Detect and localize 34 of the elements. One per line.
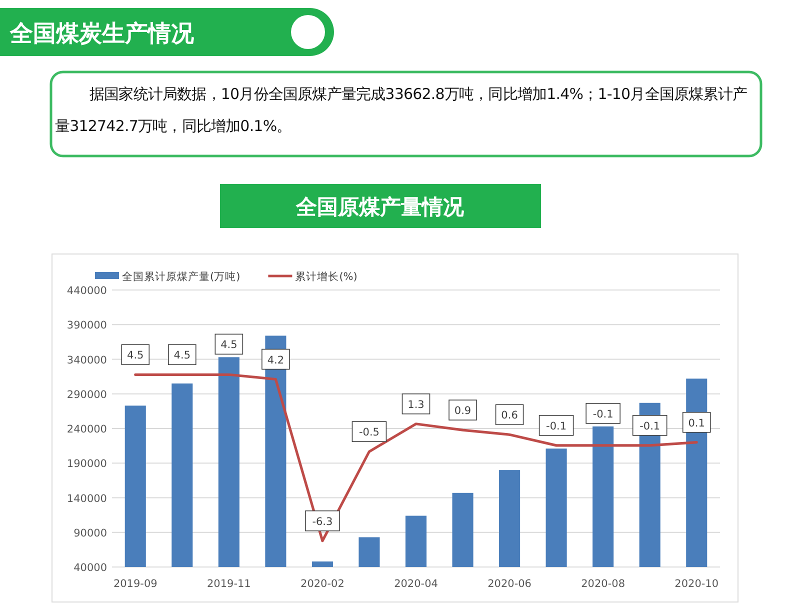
text: 全国煤炭生产情况 — [9, 21, 195, 47]
x-tick-label: 2020-04 — [394, 578, 438, 590]
x-tick-label: 2020-06 — [488, 578, 532, 590]
y-tick-label: 40000 — [74, 562, 107, 574]
data-label: 1.3 — [408, 398, 424, 411]
x-tick-label: 2019-11 — [206, 578, 251, 590]
data-label: 0.9 — [454, 405, 472, 418]
y-tick-label: 390000 — [66, 320, 107, 332]
legend-label: 全国累计原煤产量(万吨) — [122, 270, 240, 283]
data-label: -6.3 — [312, 516, 333, 528]
y-tick-label: 90000 — [74, 527, 107, 540]
x-tick-label: 2019-09 — [113, 578, 158, 590]
y-tick-label: 240000 — [66, 424, 107, 436]
data-label: -0.5 — [358, 426, 380, 439]
x-tick-label: 2020-02 — [300, 578, 344, 590]
data-label: -0.1 — [546, 420, 567, 432]
data-label: 0.6 — [501, 410, 518, 422]
data-label: 0.1 — [688, 417, 705, 430]
data-label: 4.5 — [220, 339, 238, 352]
data-label: 4.5 — [174, 350, 191, 362]
chart-title: 全国原煤产量情况 — [295, 195, 465, 219]
y-tick-label: 340000 — [66, 354, 107, 366]
data-label: 4.5 — [127, 350, 144, 362]
data-label: 4.2 — [267, 354, 284, 366]
y-tick-label: 440000 — [66, 285, 107, 297]
data-label: -0.1 — [592, 408, 614, 420]
text: 据国家统计局数据，10月份全国原煤产量完成33662.8万吨，同比增加1.4%；1-10月全国原煤累计产量312742.7万吨，同比增加0.1%。 — [55, 84, 748, 137]
y-tick-label: 290000 — [66, 388, 107, 401]
x-tick-label: 2020-08 — [581, 578, 626, 590]
x-tick-label: 2020-10 — [674, 578, 719, 590]
y-tick-label: 140000 — [66, 492, 107, 505]
legend-label: 累计增长(%) — [295, 270, 358, 283]
data-label: -0.1 — [640, 420, 660, 432]
y-tick-label: 190000 — [66, 458, 107, 470]
